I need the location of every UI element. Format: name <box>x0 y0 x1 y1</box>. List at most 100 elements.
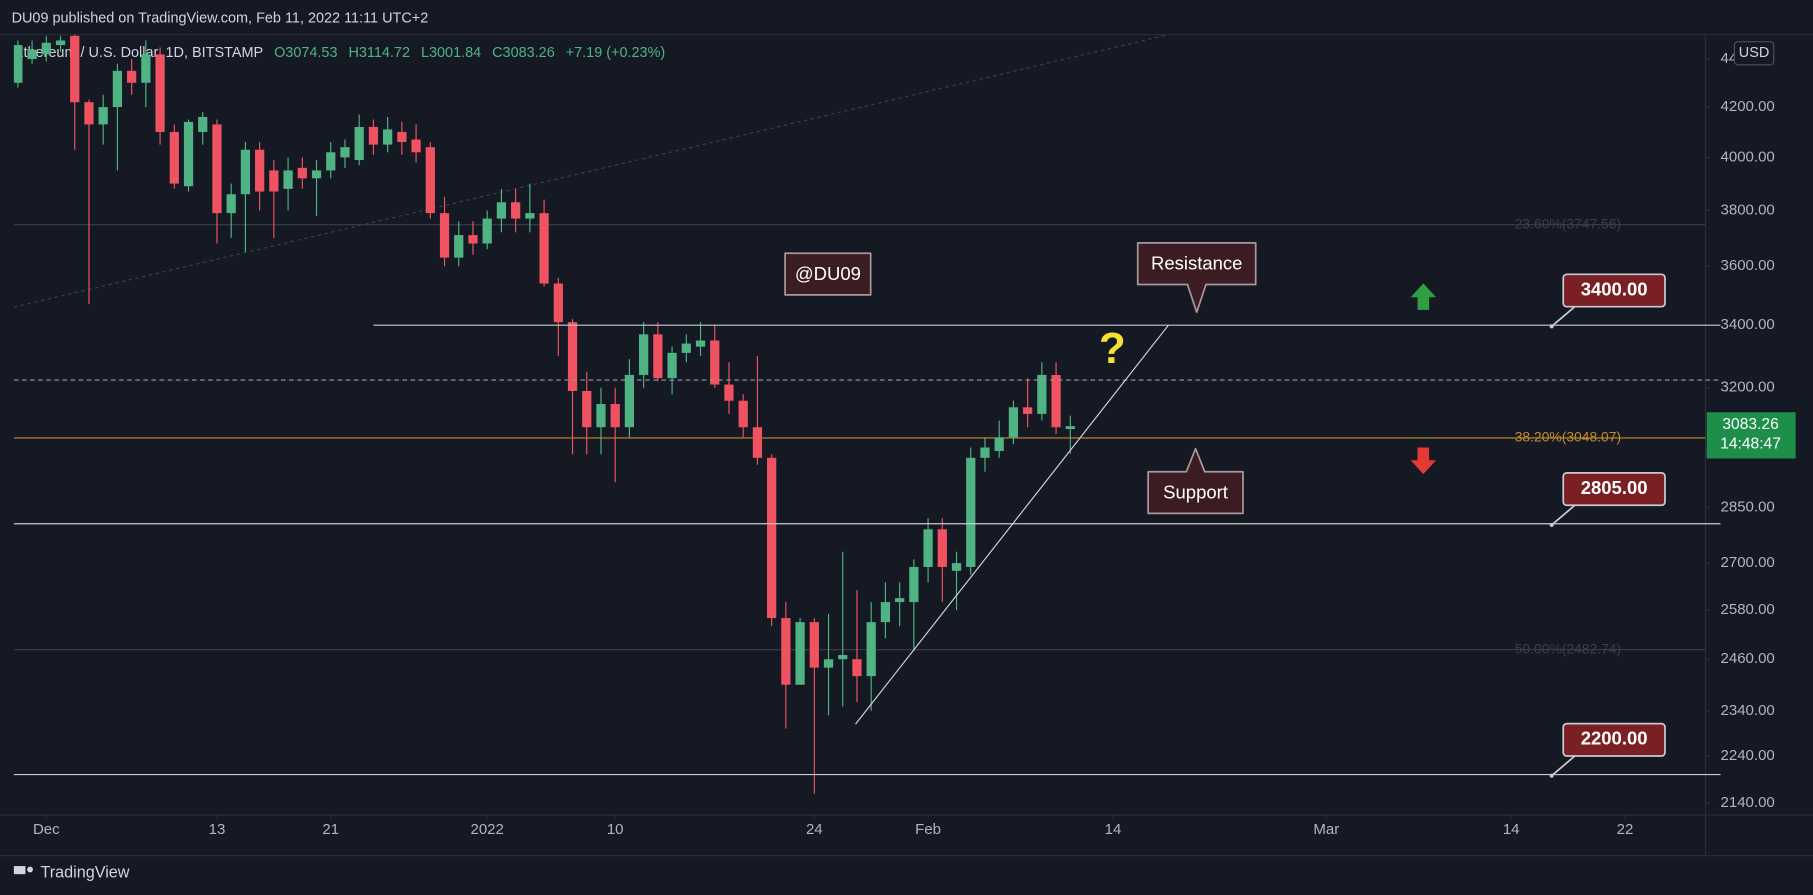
y-tick-label: 4000.00 <box>1721 148 1775 165</box>
candle-body <box>354 126 364 161</box>
candle-body <box>795 622 805 685</box>
candle-body <box>852 659 862 677</box>
x-tick-label: Feb <box>915 821 941 838</box>
up-arrow <box>1410 283 1437 310</box>
candle-body <box>13 45 23 83</box>
legend: Ethereum / U.S. Dollar, 1D, BITSTAMP O30… <box>14 45 665 61</box>
candle-body <box>895 598 905 603</box>
y-tick-label: 3400.00 <box>1721 316 1775 333</box>
symbol: Ethereum / U.S. Dollar, 1D, BITSTAMP <box>14 45 263 61</box>
x-tick-label: Mar <box>1313 821 1339 838</box>
candle-body <box>397 131 407 143</box>
level-pointer <box>1551 755 1576 777</box>
candle-body <box>681 343 691 353</box>
candle-body <box>781 618 791 685</box>
price-badge <box>1706 412 1796 459</box>
annotations: 23.60%(3747.56) 38.20%(3048.07) 50.00%(248… <box>784 215 1666 778</box>
currency-badge <box>1733 41 1775 66</box>
candle-body <box>667 352 677 379</box>
candle-body <box>155 54 165 132</box>
candle-body <box>937 529 947 567</box>
support-text: Support <box>1163 482 1228 503</box>
candle-body <box>966 457 976 567</box>
legend-change: +7.19 (+0.23%) <box>566 45 666 61</box>
candle-body <box>980 447 990 458</box>
author-text: @DU09 <box>795 263 861 284</box>
brand-logo <box>13 866 26 875</box>
candle-body <box>567 322 578 391</box>
candle-body <box>439 213 450 258</box>
support-box <box>1147 447 1244 515</box>
brand-name: TradingView <box>40 863 129 881</box>
candle-body <box>84 102 94 125</box>
candle-body <box>340 147 350 158</box>
candle-body <box>610 404 620 428</box>
price-badge-value: 3083.26 <box>1722 416 1778 433</box>
x-tick-label: 22 <box>1617 821 1634 838</box>
candle-body <box>482 218 492 244</box>
candle-body <box>141 54 151 83</box>
y-tick-label: 2460.00 <box>1721 650 1775 667</box>
candle-body <box>724 384 734 401</box>
y-tick-label: 2140.00 <box>1721 794 1775 811</box>
level-box <box>1562 722 1666 757</box>
candle-body <box>127 70 137 83</box>
author-box <box>784 252 872 296</box>
candle-body <box>311 170 322 179</box>
candle-body <box>411 139 421 153</box>
candle-body <box>539 213 549 284</box>
candle-body <box>994 437 1004 451</box>
candle-body <box>880 602 891 623</box>
candle-body <box>1008 407 1019 438</box>
candle-body <box>767 457 777 619</box>
candle-body <box>183 121 194 187</box>
x-tick-label: 24 <box>806 821 823 838</box>
legend-high: H3114.72 <box>348 45 410 61</box>
y-tick-label: 2700.00 <box>1721 554 1775 571</box>
level-box <box>1562 273 1666 308</box>
candle-body <box>383 129 393 145</box>
y-tick-label: 4200.00 <box>1721 98 1775 115</box>
level-pointer <box>1551 504 1576 526</box>
candle-body <box>240 149 251 195</box>
candle-body <box>41 42 51 55</box>
candle-body <box>752 427 763 458</box>
published-note: DU09 published on TradingView.com, Feb 1… <box>12 10 429 26</box>
candle-body <box>838 655 848 660</box>
candle-body <box>468 235 478 244</box>
candle-body <box>70 35 80 103</box>
x-tick-label: 10 <box>607 821 624 838</box>
candle-body <box>639 334 649 375</box>
level-pointer <box>1551 306 1576 328</box>
candle-body <box>112 70 123 108</box>
candle-body <box>653 334 663 379</box>
x-tick-label: 14 <box>1503 821 1520 838</box>
candle-body <box>710 340 720 385</box>
level-label: 3400.00 <box>1581 278 1648 299</box>
down-arrow <box>1410 447 1437 475</box>
candle-body <box>368 126 379 145</box>
candle-body <box>511 202 521 219</box>
candle-body <box>198 116 208 132</box>
candle-body <box>169 131 179 184</box>
y-tick-label: 3800.00 <box>1721 201 1775 218</box>
y-tick-label: 3600.00 <box>1721 257 1775 274</box>
candle-body <box>866 622 876 677</box>
currency-label: USD <box>1739 45 1769 61</box>
x-tick-label: 13 <box>209 821 226 838</box>
level-label: 2805.00 <box>1581 477 1648 498</box>
candle-body <box>553 283 563 323</box>
candle-body <box>596 404 606 428</box>
legend-close: C3083.26 <box>492 45 555 61</box>
y-tick-label: 2580.00 <box>1721 601 1775 618</box>
x-tick-label: 21 <box>322 821 339 838</box>
candle-body <box>255 149 265 192</box>
candle-body <box>809 622 819 668</box>
candle-body <box>326 152 336 171</box>
level-box <box>1562 472 1666 507</box>
candle-body <box>624 374 635 428</box>
candle-body <box>695 340 706 347</box>
